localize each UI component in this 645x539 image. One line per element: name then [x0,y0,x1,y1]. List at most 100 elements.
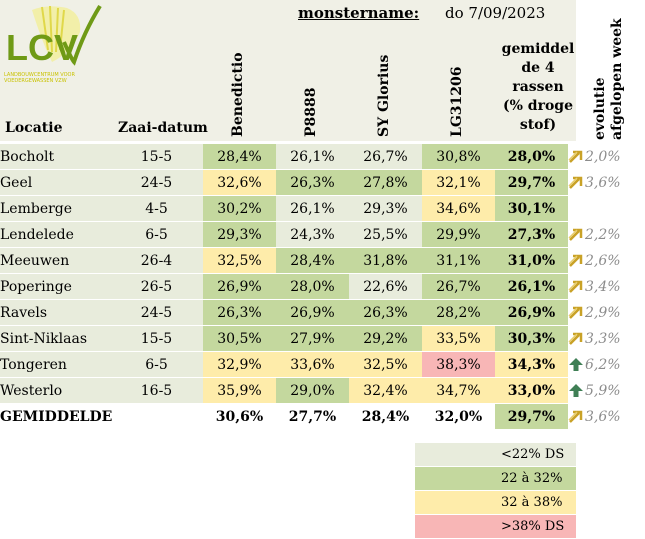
value-cell: 30,8% [422,144,495,170]
average-cell: 31,0% [495,247,568,274]
average-cell: 30,1% [495,195,568,222]
value-cell: 26,7% [349,144,422,170]
value-cell: 38,3% [422,351,495,378]
evolution-cell: 2,9% [568,299,638,326]
dry-matter-table: Bocholt 15-5 28,4% 26,1% 26,7% 30,8% 28,0% 2,0%… [0,144,638,430]
evolution-cell: 3,6% [568,169,638,196]
value-cell: 29,3% [203,221,276,248]
location-cell: Ravels [0,299,110,326]
average-row: GEMIDDELDE 30,6% 27,7% 28,4% 32,0% 29,7% 3,6% [0,403,638,430]
overall-average-cell: 29,7% [495,403,568,430]
table-row: Lendelede 6-5 29,3% 24,3% 25,5% 29,9% 27,3% 2,2… [0,221,638,248]
value-cell: 32,4% [349,377,422,404]
sowing-date-cell: 4-5 [110,195,203,222]
evolution-value: 2,2% [585,226,621,243]
value-cell: 32,9% [203,351,276,378]
evolution-cell: 3,3% [568,325,638,352]
average-value-cell: 28,4% [349,403,422,430]
sowing-date-cell: 24-5 [110,169,203,196]
sowing-date-cell: 24-5 [110,299,203,326]
location-cell: Tongeren [0,351,110,378]
location-cell: Bocholt [0,144,110,170]
value-cell: 26,3% [203,299,276,326]
location-cell: Westerlo [0,377,110,404]
table-row: Meeuwen 26-4 32,5% 28,4% 31,8% 31,1% 31,0% 2,6% [0,247,638,274]
table-row: Lemberge 4-5 30,2% 26,1% 29,3% 34,6% 30,1% [0,195,638,222]
sowing-date-cell: 6-5 [110,221,203,248]
evolution-value: 2,9% [585,304,621,321]
value-cell: 26,3% [349,299,422,326]
value-cell: 26,9% [203,273,276,300]
sowing-date-cell: 6-5 [110,351,203,378]
average-cell: 30,3% [495,325,568,352]
arrow-up-right-icon [568,228,583,241]
sample-date: do 7/09/2023 [445,4,546,22]
evolution-value: 3,4% [585,278,621,295]
arrow-up-right-icon [568,280,583,293]
location-cell: Meeuwen [0,247,110,274]
value-cell: 29,9% [422,221,495,248]
legend-item: 22 à 32% DS [415,467,576,510]
value-cell: 26,7% [422,273,495,300]
value-cell: 28,0% [276,273,349,300]
value-cell: 27,8% [349,169,422,196]
lcv-logo: LCV [6,4,102,68]
evolution-value: 6,2% [585,356,621,373]
evolution-cell: 2,6% [568,247,638,274]
arrow-up-icon [569,357,583,371]
sowing-date-cell: 15-5 [110,144,203,170]
evolution-cell: 3,6% [568,403,638,430]
value-cell: 30,2% [203,195,276,222]
sample-name-label: monstername: [298,4,420,22]
value-cell: 31,1% [422,247,495,274]
evolution-value: 3,6% [585,408,621,425]
arrow-up-right-icon [568,254,583,267]
average-value-cell: 27,7% [276,403,349,430]
average-cell: 33,0% [495,377,568,404]
average-cell: 28,0% [495,144,568,170]
arrow-up-right-icon [568,306,583,319]
value-cell: 29,2% [349,325,422,352]
table-row: Tongeren 6-5 32,9% 33,6% 32,5% 38,3% 34,3% 6,2% [0,351,638,378]
value-cell: 32,6% [203,169,276,196]
evolution-cell: 5,9% [568,377,638,404]
value-cell: 34,7% [422,377,495,404]
value-cell: 33,6% [276,351,349,378]
value-cell: 29,3% [349,195,422,222]
average-value-cell: 32,0% [422,403,495,430]
value-cell: 26,1% [276,144,349,170]
arrow-up-right-icon [568,176,583,189]
location-cell: Poperinge [0,273,110,300]
arrow-up-right-icon [568,332,583,345]
table-row: Sint-Niklaas 15-5 30,5% 27,9% 29,2% 33,5% 30,3… [0,325,638,352]
column-header-sowing-date: Zaai-datum [118,120,208,136]
value-cell: 30,5% [203,325,276,352]
table-row: Geel 24-5 32,6% 26,3% 27,8% 32,1% 29,7% 3,6% [0,169,638,196]
sowing-date-cell: 15-5 [110,325,203,352]
value-cell: 26,1% [276,195,349,222]
value-cell: 24,3% [276,221,349,248]
column-header-variety: P8888 [303,87,319,138]
average-cell: 29,7% [495,169,568,196]
location-cell: Lemberge [0,195,110,222]
column-header-average: gemiddel de 4 rassen (% droge stof) [501,41,575,133]
evolution-cell: 6,2% [568,351,638,378]
table-row: Bocholt 15-5 28,4% 26,1% 26,7% 30,8% 28,0% 2,0% [0,144,638,170]
value-cell: 26,9% [276,299,349,326]
column-header-variety: SY Glorius [376,54,392,137]
legend-item: >38% DS [415,515,576,539]
evolution-value: 2,6% [585,252,621,269]
column-header-location: Locatie [5,120,63,136]
header-band [0,0,576,141]
evolution-cell: 2,0% [568,144,638,170]
table-row: Ravels 24-5 26,3% 26,9% 26,3% 28,2% 26,9% 2,9% [0,299,638,326]
value-cell: 32,5% [349,351,422,378]
table-row: Westerlo 16-5 35,9% 29,0% 32,4% 34,7% 33,0% 5,9… [0,377,638,404]
table-row: Poperinge 26-5 26,9% 28,0% 22,6% 26,7% 26,1% 3,… [0,273,638,300]
evolution-cell: 3,4% [568,273,638,300]
value-cell: 28,4% [276,247,349,274]
logo-subtitle: LANDBOUWCENTRUM VOOR VOEDERGEWASSEN VZW [4,72,75,84]
value-cell: 34,6% [422,195,495,222]
value-cell: 33,5% [422,325,495,352]
average-cell: 34,3% [495,351,568,378]
